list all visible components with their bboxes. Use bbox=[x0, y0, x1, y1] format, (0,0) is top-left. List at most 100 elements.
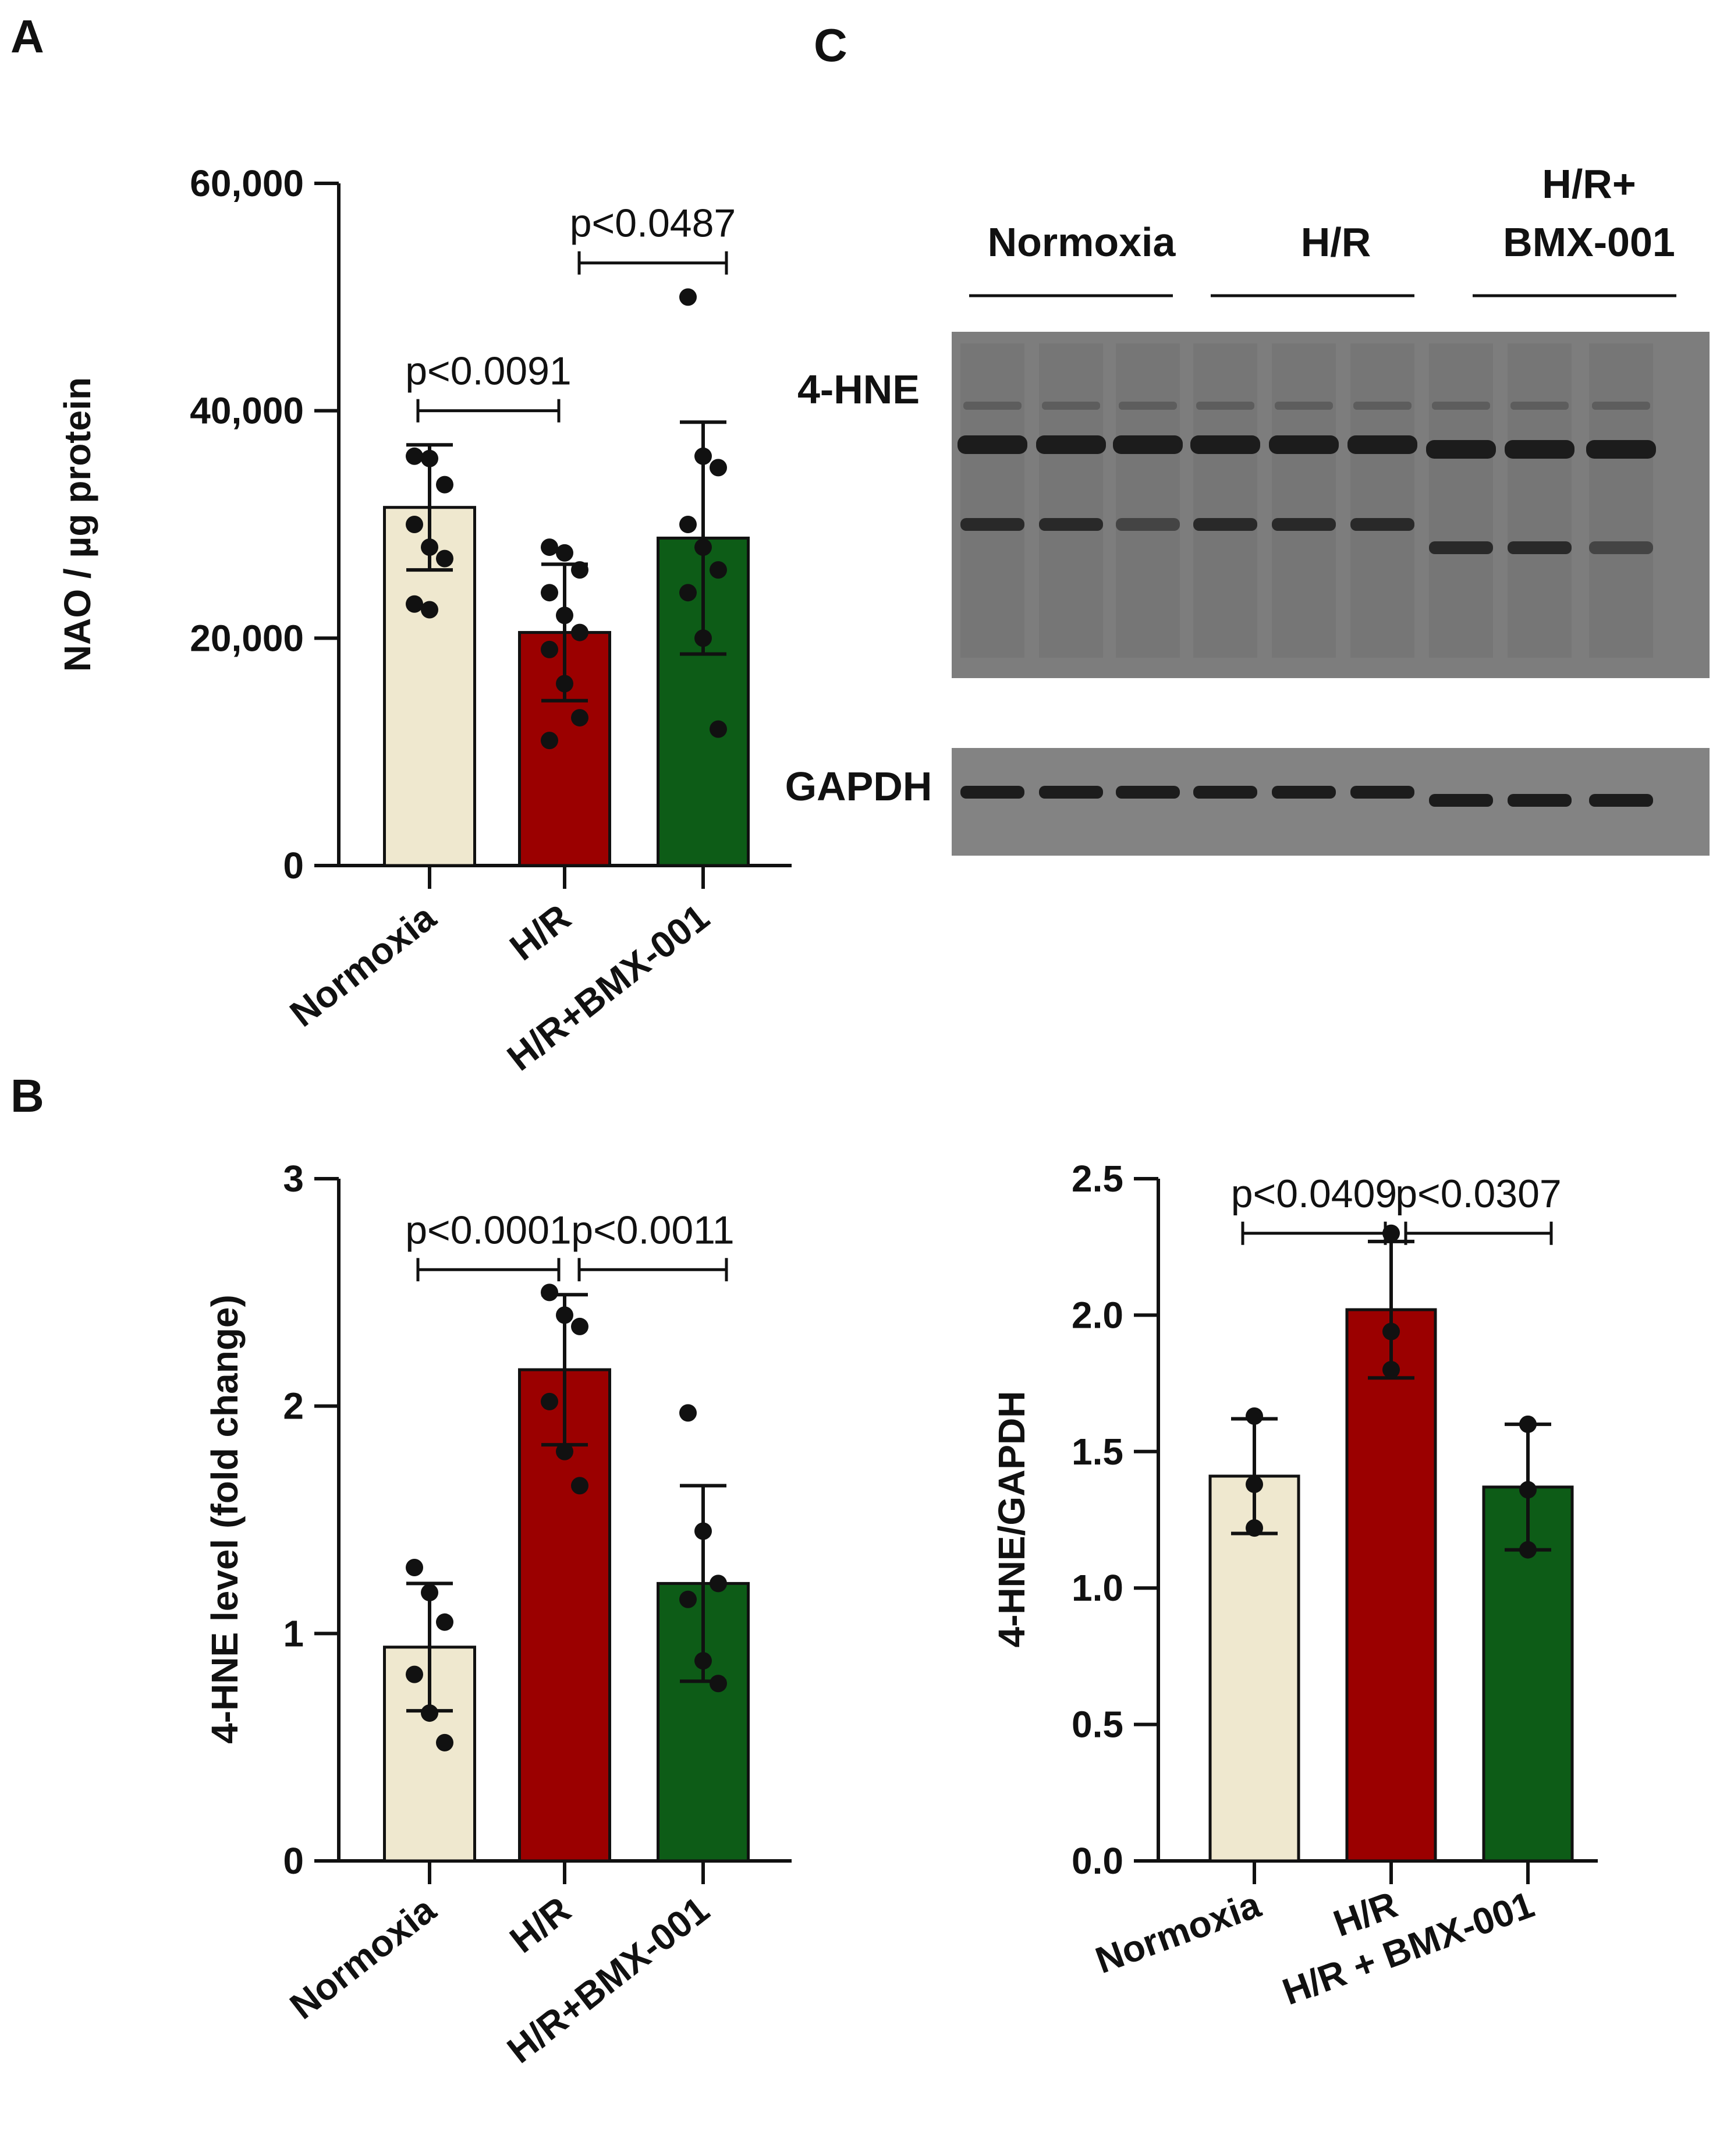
chart-b-data-point bbox=[571, 1477, 588, 1495]
blot-4hne-band-lower bbox=[1193, 518, 1257, 531]
blot-gapdh-band bbox=[1272, 786, 1336, 799]
chart-a-p-value: p<0.0487 bbox=[570, 201, 736, 246]
blot-lane-smear bbox=[1116, 343, 1180, 658]
chart-a-data-point bbox=[436, 476, 453, 494]
chart-a-data-point bbox=[556, 675, 573, 693]
chart-b-data-point bbox=[541, 1283, 558, 1302]
chart-a-data-point bbox=[710, 720, 727, 738]
chart-a-data-point bbox=[436, 549, 453, 568]
chart-a-data-point bbox=[694, 447, 712, 465]
blot-4hne-band-upper bbox=[1113, 435, 1183, 454]
chart-a-data-point bbox=[571, 561, 588, 579]
chart-a-data-point bbox=[541, 584, 558, 602]
chart-a-y-tick-label: 40,000 bbox=[190, 390, 304, 432]
chart-b-data-point bbox=[679, 1590, 697, 1608]
blot-gapdh-band bbox=[1193, 786, 1257, 799]
blot-4hne-band-lower bbox=[1589, 541, 1653, 554]
western-blot: Normoxia H/R H/R+ BMX-001 4-HNE GAPDH bbox=[785, 161, 1710, 856]
chart-c-data-point bbox=[1519, 1541, 1537, 1559]
blot-4hne-band-faint bbox=[963, 402, 1022, 410]
blot-lane-smear bbox=[1039, 343, 1103, 658]
chart-b-data-point bbox=[710, 1675, 727, 1693]
blot-lane-smear bbox=[1193, 343, 1257, 658]
chart-c-y-tick-label: 0.5 bbox=[1072, 1704, 1123, 1746]
chart-a-category-label: H/R bbox=[502, 896, 578, 969]
chart-c-data-point bbox=[1246, 1476, 1263, 1494]
blot-gapdh-band bbox=[960, 786, 1024, 799]
chart-a-data-point bbox=[679, 288, 697, 306]
blot-gapdh-band bbox=[1039, 786, 1103, 799]
chart-b-data-point bbox=[571, 1317, 588, 1335]
blot-4hne-band-faint bbox=[1042, 402, 1100, 410]
chart-a-y-tick-label: 60,000 bbox=[190, 162, 304, 204]
chart-b-y-axis-title: 4-HNE level (fold change) bbox=[204, 1295, 246, 1744]
panel-letter-b: B bbox=[10, 1070, 44, 1122]
blot-lane-smear bbox=[1508, 343, 1572, 658]
blot-4hne-band-lower bbox=[960, 518, 1024, 531]
blot-group-label-hr-plus: H/R+ bbox=[1542, 161, 1636, 207]
blot-protein-label-4hne: 4-HNE bbox=[797, 367, 920, 412]
chart-c-y-tick-label: 2.5 bbox=[1072, 1158, 1123, 1200]
chart-a-data-point bbox=[541, 640, 558, 658]
chart-c-y-tick-label: 1.0 bbox=[1072, 1567, 1123, 1609]
chart-a-data-point bbox=[406, 516, 423, 533]
blot-4hne-band-lower bbox=[1429, 541, 1493, 554]
chart-a-y-tick-label: 20,000 bbox=[190, 617, 304, 659]
blot-4hne-band-faint bbox=[1432, 402, 1490, 410]
blot-4hne-band-upper bbox=[1269, 435, 1339, 454]
panel-letter-c: C bbox=[814, 19, 847, 71]
chart-b-category-label: Normoxia bbox=[282, 1888, 444, 2027]
chart-c-y-tick-label: 2.0 bbox=[1072, 1294, 1123, 1336]
chart-c-data-point bbox=[1246, 1407, 1263, 1425]
blot-gapdh-membrane bbox=[952, 748, 1710, 856]
blot-4hne-band-lower bbox=[1116, 518, 1180, 531]
blot-4hne-membrane bbox=[952, 332, 1710, 678]
chart-a-data-point bbox=[541, 538, 558, 556]
blot-gapdh-band bbox=[1350, 786, 1414, 799]
chart-a-data-point bbox=[421, 601, 438, 619]
chart-a-y-tick-label: 0 bbox=[283, 845, 304, 886]
chart-c-data-point bbox=[1382, 1322, 1400, 1341]
chart-a-data-point bbox=[694, 629, 712, 647]
blot-group-label-bmx: BMX-001 bbox=[1503, 219, 1675, 265]
chart-b-data-point bbox=[679, 1404, 697, 1422]
blot-lane-smear bbox=[1429, 343, 1493, 658]
chart-b-y-tick-label: 0 bbox=[283, 1840, 304, 1882]
blot-lane-smear bbox=[960, 343, 1024, 658]
chart-b-y-tick-label: 1 bbox=[283, 1612, 304, 1654]
chart-b-data-point bbox=[436, 1733, 453, 1751]
blot-4hne-band-lower bbox=[1039, 518, 1103, 531]
chart-b-data-point bbox=[694, 1652, 712, 1670]
blot-4hne-band-lower bbox=[1508, 541, 1572, 554]
chart-a-data-point bbox=[679, 584, 697, 602]
blot-4hne-band-faint bbox=[1119, 402, 1177, 410]
blot-4hne-band-upper bbox=[1586, 440, 1656, 459]
blot-4hne-band-faint bbox=[1275, 402, 1333, 410]
blot-gapdh-band bbox=[1429, 794, 1493, 807]
chart-c-y-tick-label: 0.0 bbox=[1072, 1840, 1123, 1882]
chart-b-data-point bbox=[556, 1442, 573, 1460]
chart-a-data-point bbox=[406, 595, 423, 613]
blot-4hne-band-upper bbox=[1036, 435, 1106, 454]
chart-c-y-tick-label: 1.5 bbox=[1072, 1431, 1123, 1473]
chart-b-category-label: H/R bbox=[502, 1888, 578, 1961]
blot-group-label-hr: H/R bbox=[1301, 219, 1371, 265]
chart-a-data-point bbox=[421, 449, 438, 467]
chart-c-p-value: p<0.0409 bbox=[1231, 1172, 1398, 1216]
chart-c: 0.0 0.5 1.0 1.5 2.0 2.5 4-HNE/GAPDH Normoxia H/R… bbox=[991, 1158, 1598, 2013]
chart-b: 0 1 2 3 4-HNE level (fold change) Normoxia H/R… bbox=[204, 1158, 792, 2071]
chart-b-data-point bbox=[694, 1522, 712, 1540]
blot-4hne-band-upper bbox=[1347, 435, 1417, 454]
blot-4hne-band-lower bbox=[1272, 518, 1336, 531]
chart-b-p-value: p<0.0011 bbox=[571, 1208, 734, 1252]
blot-gapdh-band bbox=[1508, 794, 1572, 807]
blot-gapdh-band bbox=[1589, 794, 1653, 807]
blot-gapdh-band bbox=[1116, 786, 1180, 799]
blot-group-label-normoxia: Normoxia bbox=[988, 219, 1176, 265]
blot-4hne-band-faint bbox=[1592, 402, 1650, 410]
blot-4hne-band-upper bbox=[958, 435, 1027, 454]
chart-b-y-tick-label: 3 bbox=[283, 1158, 304, 1200]
blot-4hne-band-faint bbox=[1353, 402, 1412, 410]
blot-4hne-band-upper bbox=[1190, 435, 1260, 454]
